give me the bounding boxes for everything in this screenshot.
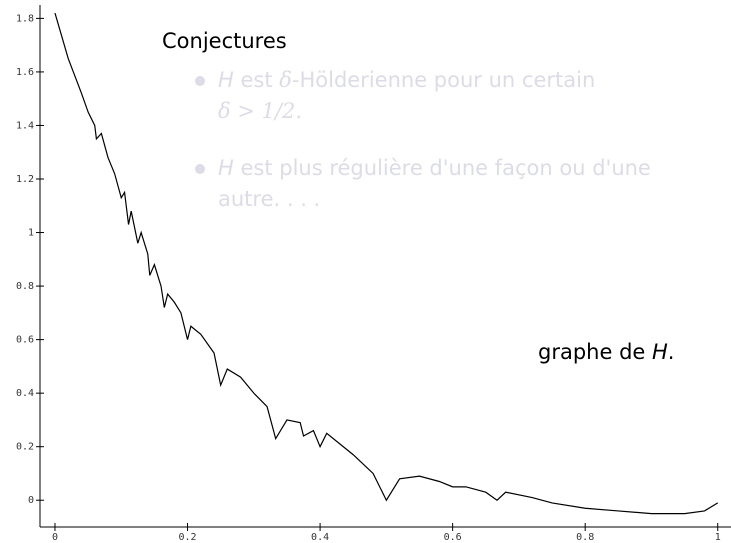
x-tick-label: 0	[52, 532, 58, 543]
x-tick-label: 0.8	[576, 532, 594, 543]
symbol: H	[218, 68, 234, 92]
text: .	[667, 340, 675, 364]
y-tick-label: 0.2	[16, 442, 34, 453]
x-tick-label: 0.2	[179, 532, 197, 543]
bullet-text: H est plus régulière d'une façon ou d'un…	[218, 156, 651, 180]
x-tick-label: 0.6	[444, 532, 462, 543]
bullet	[195, 164, 205, 174]
text: -Hölderienne pour un certain	[291, 68, 596, 92]
y-tick-label: 1.8	[16, 13, 34, 24]
text: est plus régulière d'une façon ou d'une	[233, 156, 651, 180]
bullet-text: δ > 1/2.	[218, 99, 303, 123]
bullet-text: autre. . . .	[218, 187, 321, 211]
symbol: H	[218, 156, 234, 180]
y-tick-label: 1.6	[16, 67, 34, 78]
y-tick-label: 1.4	[16, 120, 34, 131]
y-tick-label: 1.2	[16, 174, 34, 185]
bullet-text: H est δ-Hölderienne pour un certain	[218, 68, 595, 92]
y-tick-label: 0.6	[16, 335, 34, 346]
y-tick-label: 1	[28, 228, 34, 239]
text: est	[233, 68, 280, 92]
y-tick-label: 0.8	[16, 281, 34, 292]
annotation: graphe de H.	[538, 340, 674, 364]
y-tick-label: 0.4	[16, 388, 34, 399]
x-tick-label: 0.4	[311, 532, 329, 543]
symbol: δ	[279, 68, 292, 92]
y-tick-label: 0	[28, 495, 34, 506]
heading: Conjectures	[162, 29, 287, 53]
text: graphe de	[538, 340, 652, 364]
x-tick-label: 1	[715, 532, 721, 543]
bullet	[195, 76, 205, 86]
symbol: H	[652, 340, 668, 364]
curve	[54, 12, 719, 515]
